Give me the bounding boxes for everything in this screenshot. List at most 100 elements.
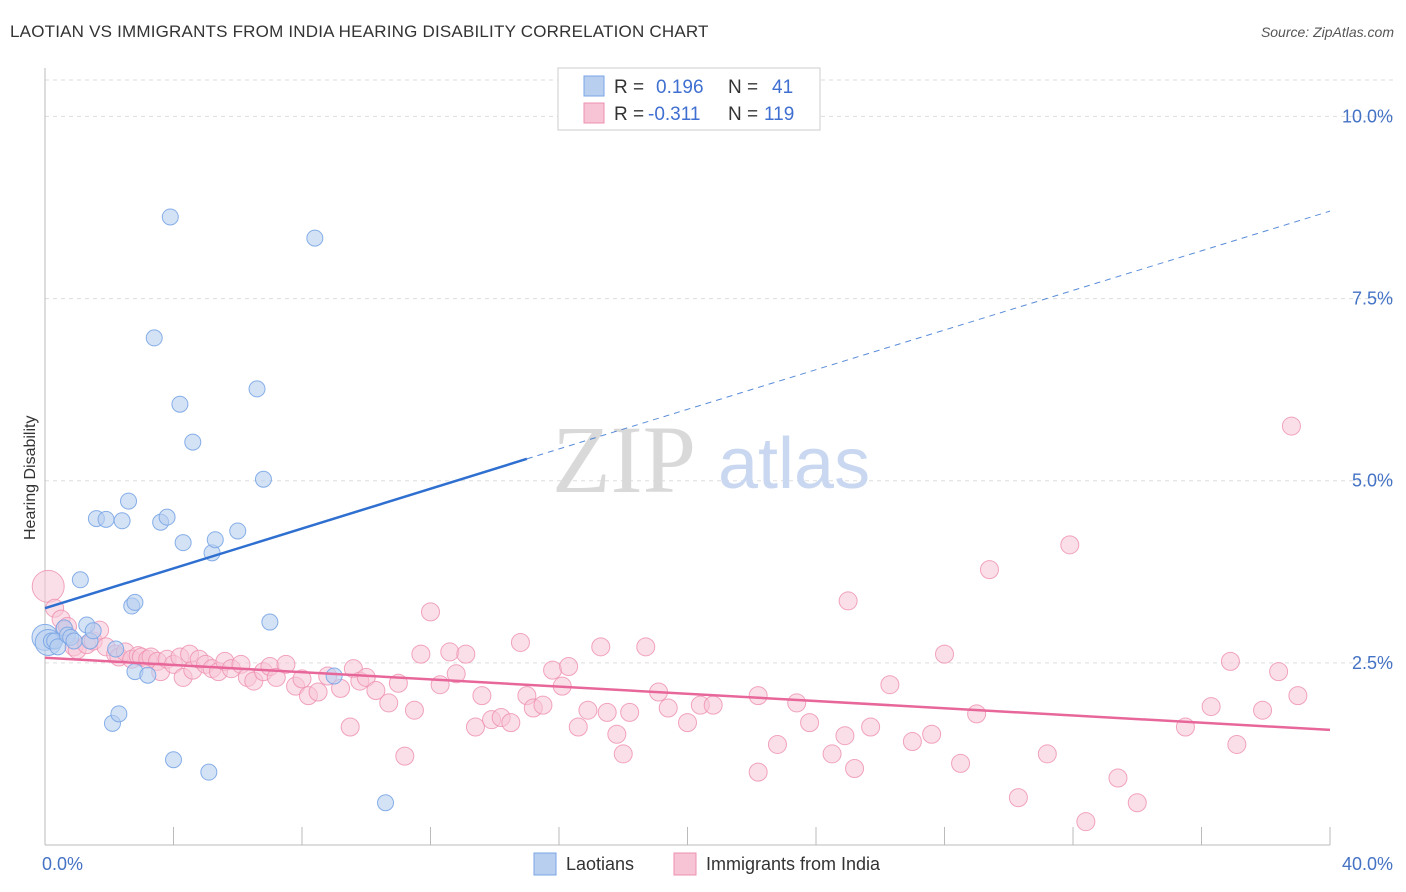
laotian-point bbox=[174, 534, 192, 552]
laotian-point bbox=[49, 638, 67, 656]
india-point bbox=[748, 762, 768, 782]
laotian-point bbox=[71, 571, 89, 589]
legend-r-label-1: R = bbox=[614, 77, 644, 98]
y-tick-label: 5.0% bbox=[1352, 471, 1393, 491]
legend-r-value-2: -0.311 bbox=[648, 104, 700, 125]
laotian-point bbox=[325, 667, 343, 685]
india-point bbox=[935, 644, 954, 664]
legend-swatch-pink bbox=[583, 102, 605, 124]
india-point bbox=[578, 700, 598, 720]
india-point bbox=[404, 700, 424, 720]
india-point bbox=[748, 686, 768, 706]
laotian-point bbox=[65, 632, 83, 650]
laotian-point bbox=[161, 208, 179, 226]
grid-lines bbox=[45, 79, 1395, 664]
india-point bbox=[658, 698, 678, 718]
axes bbox=[44, 68, 1331, 846]
legend-n-label-1: N = bbox=[728, 77, 758, 98]
legend-n-value-2: 119 bbox=[764, 104, 794, 125]
laotian-point bbox=[261, 613, 279, 631]
chart-title: LAOTIAN VS IMMIGRANTS FROM INDIA HEARING… bbox=[10, 22, 709, 41]
laotian-point bbox=[97, 510, 115, 528]
y-axis-label: Hearing Disability bbox=[22, 416, 39, 541]
india-point bbox=[678, 713, 697, 733]
india-point bbox=[446, 664, 466, 684]
india-point bbox=[620, 702, 640, 722]
legend-r-value-1: 0.196 bbox=[656, 77, 704, 98]
india-point bbox=[456, 644, 476, 664]
india-point bbox=[607, 724, 627, 744]
india-point bbox=[266, 667, 286, 687]
laotian-point bbox=[254, 470, 272, 488]
watermark-zip: ZIP bbox=[552, 406, 696, 513]
india-point bbox=[411, 644, 431, 664]
laotian-point bbox=[145, 329, 163, 347]
x-tick-label: 40.0% bbox=[1342, 854, 1393, 874]
laotian-point bbox=[229, 522, 247, 540]
india-point bbox=[591, 637, 611, 657]
india-point bbox=[543, 660, 563, 680]
legend-n-label-2: N = bbox=[728, 104, 758, 125]
india-point bbox=[421, 602, 440, 622]
y-tick-label: 7.5% bbox=[1352, 289, 1393, 309]
series-legend: Laotians Immigrants from India bbox=[533, 852, 881, 876]
bottom-swatch-laotians bbox=[533, 852, 557, 876]
india-point bbox=[1060, 535, 1080, 555]
india-point bbox=[568, 717, 588, 737]
india-point bbox=[533, 695, 553, 715]
india-point bbox=[1227, 734, 1247, 754]
india-point bbox=[767, 734, 787, 754]
india-point bbox=[703, 695, 723, 715]
india-trend-line bbox=[44, 656, 1331, 732]
bottom-swatch-india bbox=[673, 852, 697, 876]
india-point bbox=[465, 717, 485, 737]
india-point bbox=[922, 724, 942, 744]
india-point bbox=[1108, 768, 1128, 788]
laotian-point bbox=[110, 705, 128, 723]
india-point bbox=[276, 654, 296, 674]
india-point bbox=[838, 591, 858, 611]
bottom-legend-laotians: Laotians bbox=[566, 854, 634, 874]
laotian-point bbox=[158, 508, 176, 526]
x-tick-labels: 0.0% 40.0% bbox=[42, 854, 1393, 874]
laotian-trend-line bbox=[44, 457, 528, 610]
y-tick-label: 2.5% bbox=[1352, 653, 1393, 673]
india-point bbox=[835, 726, 855, 746]
india-point bbox=[510, 632, 530, 652]
laotian-point bbox=[120, 492, 138, 510]
laotian-point bbox=[165, 751, 182, 769]
india-point bbox=[613, 744, 633, 764]
india-point bbox=[440, 642, 460, 662]
laotian-point bbox=[200, 763, 218, 781]
india-point bbox=[800, 713, 820, 733]
india-point bbox=[501, 713, 521, 733]
india-point bbox=[1253, 700, 1273, 720]
india-point bbox=[472, 686, 492, 706]
watermark: ZIP atlas bbox=[552, 406, 870, 513]
india-point bbox=[379, 693, 399, 713]
india-point bbox=[395, 746, 415, 766]
india-point bbox=[31, 569, 65, 603]
correlation-legend: R = 0.196 N = 41 R = -0.311 N = 119 bbox=[557, 67, 821, 131]
india-points bbox=[31, 416, 1308, 832]
laotian-point bbox=[107, 640, 125, 658]
india-point bbox=[880, 675, 900, 695]
india-point bbox=[1201, 697, 1221, 717]
india-point bbox=[902, 732, 922, 752]
india-point bbox=[951, 753, 971, 773]
laotian-point bbox=[184, 433, 202, 451]
laotian-point bbox=[139, 666, 157, 684]
india-point bbox=[787, 693, 807, 713]
india-point bbox=[979, 560, 999, 580]
trend-lines bbox=[44, 210, 1331, 732]
watermark-atlas: atlas bbox=[718, 424, 870, 504]
y-tick-label: 10.0% bbox=[1342, 106, 1393, 126]
india-point bbox=[967, 704, 987, 724]
india-point bbox=[822, 744, 842, 764]
laotian-point bbox=[84, 622, 102, 640]
india-point bbox=[1220, 651, 1240, 671]
india-point bbox=[636, 637, 656, 657]
india-point bbox=[1008, 788, 1028, 808]
laotian-point bbox=[306, 229, 324, 247]
